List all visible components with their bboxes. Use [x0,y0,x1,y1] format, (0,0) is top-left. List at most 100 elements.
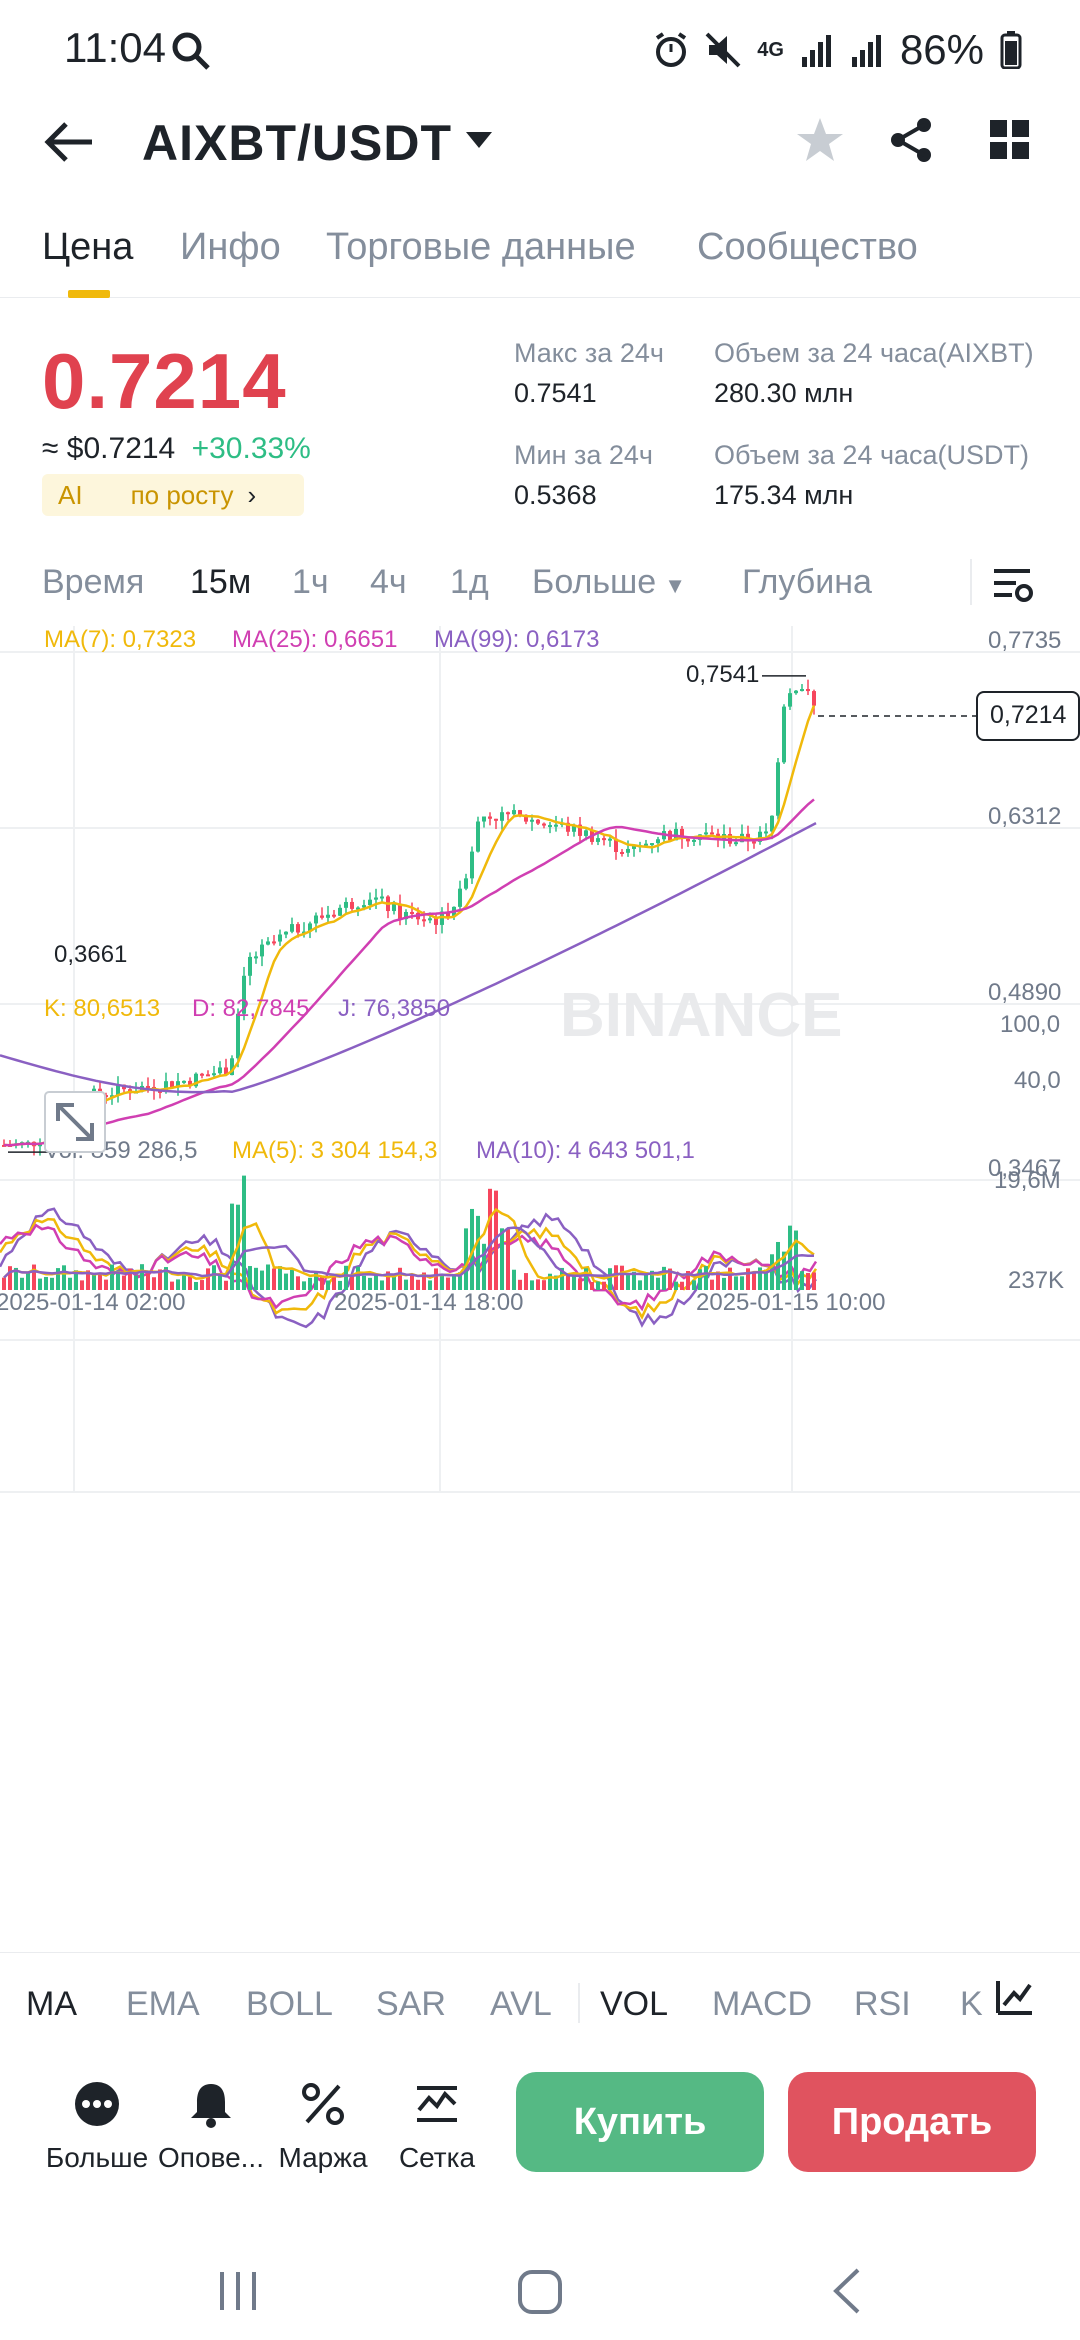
indicator-vol[interactable]: VOL [600,1985,669,2023]
pair-title[interactable]: AIXBT/USDT [142,115,452,171]
candle-body [788,693,792,707]
candle-body [458,888,462,907]
price-axis-label: 0,4890 [988,979,1061,1006]
category-tag[interactable]: AI по росту › [42,474,304,516]
candle-body [404,911,408,920]
expand-icon[interactable] [44,1090,106,1153]
volume-bar [572,1274,576,1290]
candle-body [734,842,738,845]
interval-1h[interactable]: 1ч [292,563,329,601]
tag-link: по росту [130,479,234,510]
indicator-boll[interactable]: BOLL [246,1985,333,2023]
ma-lines [0,675,976,1153]
volume-bar [602,1281,606,1290]
indicator-settings-icon[interactable] [994,1977,1034,2017]
candle-body [248,956,252,976]
tab-community[interactable]: Сообщество [697,226,918,268]
candle-body [212,1073,216,1076]
candle-body [242,975,246,1014]
recent-apps-icon[interactable] [216,2268,262,2314]
margin-action[interactable]: Маржа [258,2074,388,2174]
chart-svg[interactable]: BINANCE MA(7): 0,7323 MA(25): 0,6651 MA(… [0,626,1080,1951]
caret-down-icon[interactable] [464,130,494,150]
signal-icon-2 [851,35,881,67]
volume-bar [8,1266,12,1290]
tab-info[interactable]: Инфо [180,226,281,268]
volume-bar [242,1175,246,1290]
grid-action[interactable]: Сетка [372,2074,502,2174]
volume-bar [482,1243,486,1290]
indicator-ma[interactable]: MA [26,1985,77,2023]
volume-bar [626,1275,630,1290]
candle-body [656,839,660,844]
candle-body [566,822,570,832]
star-icon[interactable] [796,116,844,164]
candle-body [350,901,354,909]
candle-body [338,907,342,916]
candle-body [512,810,516,815]
volume-bar [128,1268,132,1290]
share-icon[interactable] [888,116,936,164]
candle-body [632,845,636,849]
status-time: 11:04 [64,24,166,71]
indicator-ema[interactable]: EMA [126,1985,200,2023]
volume-bar [152,1277,156,1290]
volume-bar [158,1269,162,1290]
candle-body [620,851,624,854]
more-action[interactable]: Больше [32,2074,162,2174]
tab-trading-data[interactable]: Торговые данные [326,226,636,268]
volume-bar [302,1281,306,1290]
candle-body [584,830,588,836]
interval-more[interactable]: Больше ▼ [532,563,686,602]
candle-body [116,1084,120,1096]
chart-settings-icon[interactable] [990,563,1034,607]
interval-time[interactable]: Время [42,563,145,601]
time-axis-label: 2025-01-15 10:00 [696,1289,886,1316]
interval-15m[interactable]: 15м [190,563,252,601]
sell-button[interactable]: Продать [788,2072,1036,2172]
buy-button[interactable]: Купить [516,2072,764,2172]
candle-body [602,838,606,841]
candle-body [410,911,414,914]
volume-bar [68,1277,72,1290]
volume-bar [86,1270,90,1290]
volume-bar [464,1228,468,1290]
high-marker-label: 0,7541 [686,661,759,688]
vol-ma10-legend: MA(10): 4 643 501,1 [476,1137,695,1164]
candle-body [344,901,348,908]
candle-body [608,838,612,841]
back-icon[interactable] [830,2266,864,2316]
volume-bar [164,1267,168,1290]
last-price-label: 0,7214 [976,690,1080,741]
tab-price[interactable]: Цена [42,226,134,268]
chart-area[interactable]: BINANCE MA(7): 0,7323 MA(25): 0,6651 MA(… [0,626,1080,1951]
volume-bar [452,1275,456,1290]
interval-1d[interactable]: 1д [450,563,489,601]
volume-bar [98,1274,102,1290]
back-arrow-icon[interactable] [44,120,96,164]
candle-body [680,828,684,839]
vol-ma5-legend: MA(5): 3 304 154,3 [232,1137,437,1164]
volume-bar [368,1277,372,1290]
volume-bar [140,1264,144,1290]
interval-4h[interactable]: 4ч [370,563,407,601]
grid-menu-icon[interactable] [988,118,1032,162]
indicator-avl[interactable]: AVL [490,1985,552,2023]
indicator-rsi[interactable]: RSI [854,1985,911,2023]
volume-bar [434,1268,438,1290]
candle-body [440,911,444,925]
home-icon[interactable] [516,2268,564,2316]
candle-body [296,924,300,933]
network-type: 4G [757,39,784,61]
candle-body [794,690,798,694]
volume-bar [338,1280,342,1290]
indicator-k[interactable]: K [960,1985,983,2023]
volume-bar [80,1280,84,1290]
candle-body [758,831,762,842]
candle-body [482,816,486,822]
candle-body [320,915,324,918]
depth-tab[interactable]: Глубина [742,563,872,601]
indicator-sar[interactable]: SAR [376,1985,446,2023]
alerts-action[interactable]: Опове... [146,2074,276,2174]
indicator-macd[interactable]: MACD [712,1985,813,2023]
